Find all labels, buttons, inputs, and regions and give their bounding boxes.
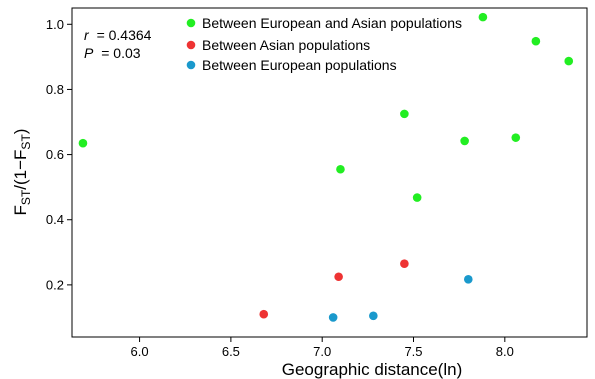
data-point-series-1 bbox=[334, 272, 343, 281]
x-axis-label: Geographic distance(ln) bbox=[282, 360, 462, 379]
legend-item: Between European populations bbox=[187, 57, 397, 73]
legend-item: Between Asian populations bbox=[187, 37, 370, 53]
legend-item: Between European and Asian populations bbox=[187, 15, 462, 31]
y-tick-label: 1.0 bbox=[46, 17, 64, 32]
legend-marker-european bbox=[187, 61, 196, 70]
x-tick-label: 6.0 bbox=[131, 344, 149, 359]
p-value-stat: P = 0.03 bbox=[84, 45, 141, 61]
correlation-stat: r = 0.4364 bbox=[84, 27, 152, 43]
x-axis: 6.0 6.5 7.0 7.5 8.0 bbox=[131, 337, 514, 359]
data-point-series-0 bbox=[479, 13, 488, 22]
p-value: = 0.03 bbox=[101, 45, 141, 61]
y-tick-label: 0.4 bbox=[46, 212, 64, 227]
data-point-series-2 bbox=[464, 275, 473, 284]
legend-label-asian: Between Asian populations bbox=[202, 37, 370, 53]
data-point-series-2 bbox=[369, 312, 378, 321]
legend-marker-european-asian bbox=[187, 19, 196, 28]
x-tick-label: 8.0 bbox=[496, 344, 514, 359]
legend-marker-asian bbox=[187, 41, 196, 50]
data-point-series-2 bbox=[329, 313, 338, 322]
x-tick-label: 6.5 bbox=[222, 344, 240, 359]
data-point-series-0 bbox=[460, 137, 469, 146]
data-point-series-0 bbox=[400, 110, 409, 119]
data-point-series-1 bbox=[400, 259, 409, 268]
y-axis-label: FST/(1−FST) bbox=[11, 129, 33, 216]
legend-label-european: Between European populations bbox=[202, 57, 397, 73]
y-tick-label: 0.2 bbox=[46, 277, 64, 292]
r-symbol: r bbox=[84, 27, 90, 43]
legend: Between European and Asian populations B… bbox=[187, 15, 462, 73]
x-tick-label: 7.5 bbox=[404, 344, 422, 359]
data-point-series-0 bbox=[413, 193, 422, 202]
data-point-series-0 bbox=[564, 57, 573, 66]
data-point-series-0 bbox=[511, 133, 520, 142]
x-tick-label: 7.0 bbox=[313, 344, 331, 359]
data-point-series-1 bbox=[259, 310, 268, 319]
y-tick-label: 0.8 bbox=[46, 82, 64, 97]
r-value: = 0.4364 bbox=[97, 27, 152, 43]
data-point-series-0 bbox=[336, 165, 345, 174]
data-point-series-0 bbox=[532, 37, 541, 46]
p-symbol: P bbox=[84, 45, 94, 61]
y-axis: 0.2 0.4 0.6 0.8 1.0 bbox=[46, 17, 72, 293]
y-tick-label: 0.6 bbox=[46, 147, 64, 162]
data-point-series-0 bbox=[79, 139, 88, 148]
legend-label-european-asian: Between European and Asian populations bbox=[202, 15, 462, 31]
